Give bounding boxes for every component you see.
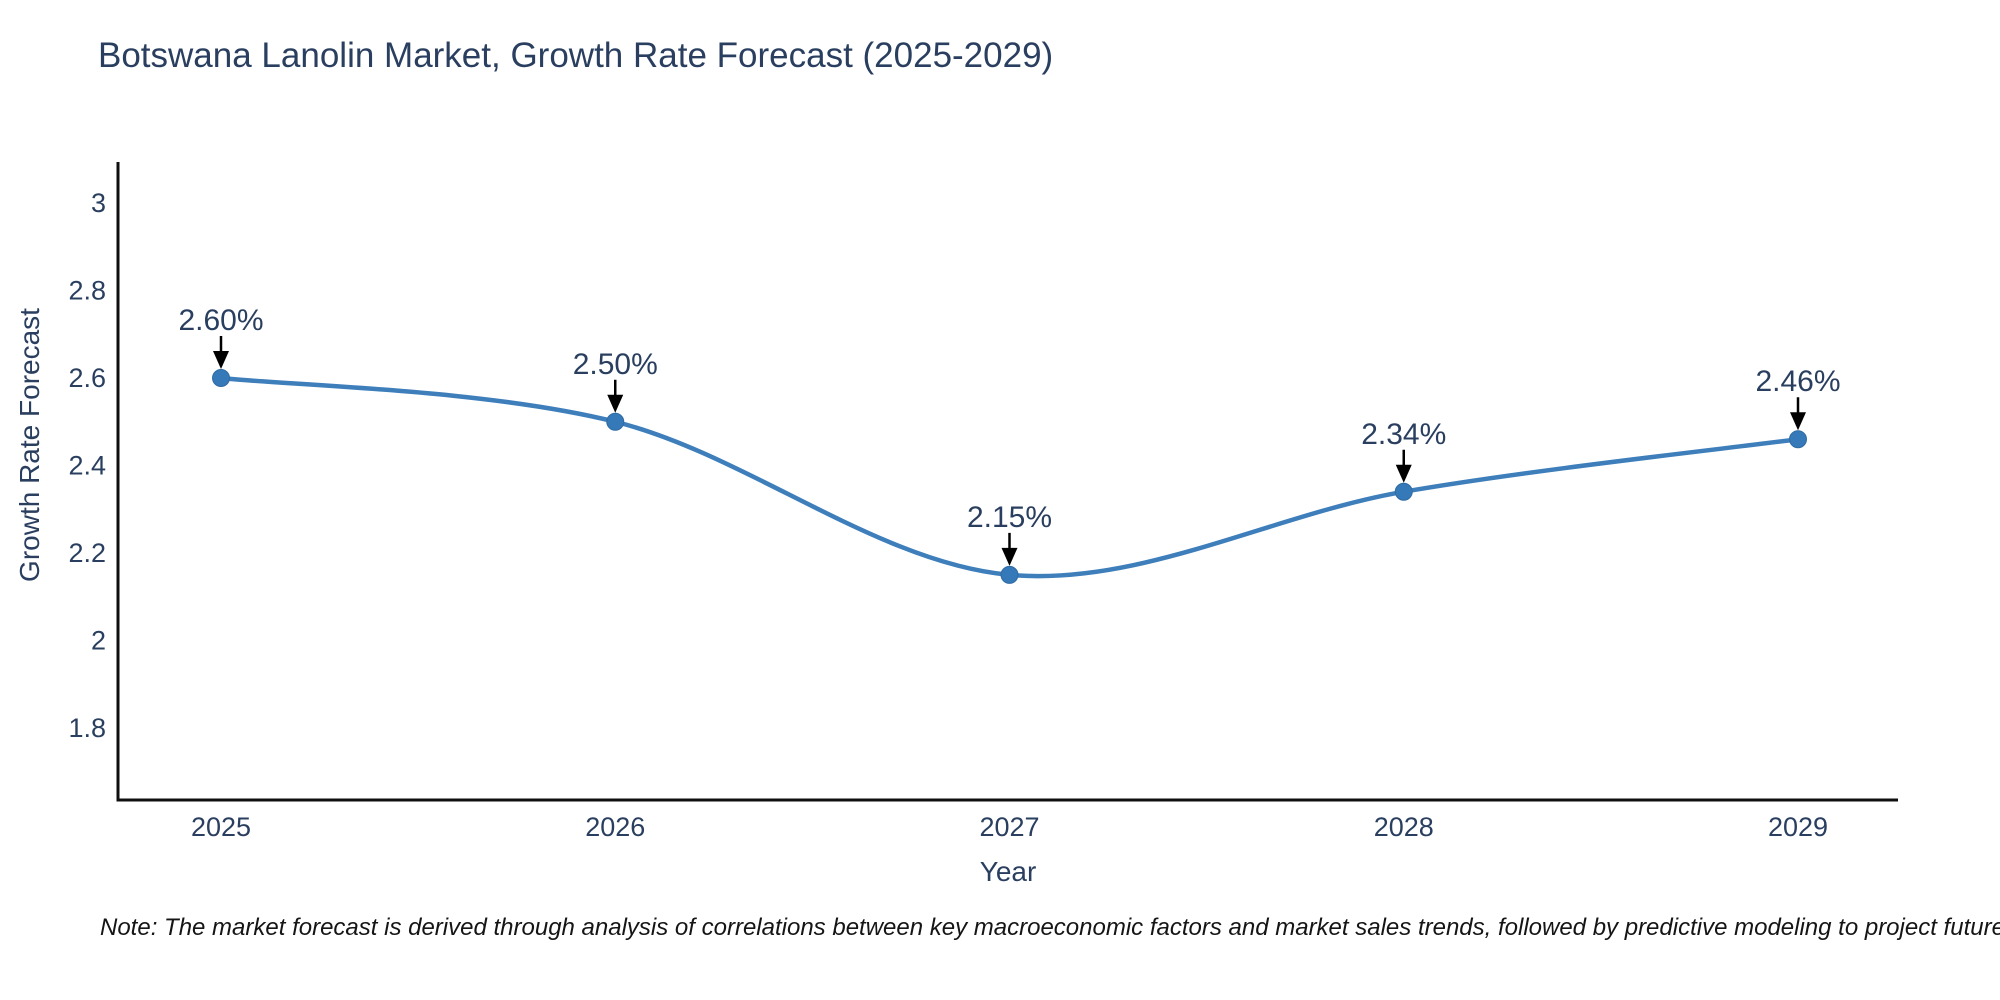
annotation-arrow-head xyxy=(1395,464,1412,483)
point-value-annotation: 2.60% xyxy=(178,304,264,337)
y-tick-label: 3 xyxy=(91,188,106,218)
annotation-arrows xyxy=(213,336,1806,566)
x-tick-label: 2026 xyxy=(585,812,645,842)
y-tick-label: 2 xyxy=(91,626,106,656)
y-tick-label: 2.8 xyxy=(68,276,106,306)
point-value-annotation: 2.50% xyxy=(572,347,658,381)
x-tick-label: 2028 xyxy=(1374,812,1434,842)
axes xyxy=(116,162,1898,802)
annotation-arrow-head xyxy=(607,394,624,413)
data-point-markers xyxy=(212,369,1807,584)
y-tick-label: 1.8 xyxy=(68,713,106,743)
footnote: Note: The market forecast is derived thr… xyxy=(100,914,2000,941)
data-point-marker[interactable] xyxy=(1394,482,1413,501)
y-axis-title: Growth Rate Forecast xyxy=(14,308,45,582)
annotation-arrow-head xyxy=(1001,547,1018,566)
point-value-annotation: 2.46% xyxy=(1755,365,1841,399)
y-tick-label: 2.6 xyxy=(68,363,106,393)
y-tick-label: 2.4 xyxy=(68,451,106,481)
point-value-annotation: 2.34% xyxy=(1361,417,1447,451)
point-value-annotation: 2.15% xyxy=(966,500,1053,534)
tick-labels: 1.8 2 2.2 2.4 2.6 2.8 3 2025 2026 2027 2028 2029 xyxy=(68,188,1828,842)
x-tick-label: 2029 xyxy=(1768,812,1828,842)
x-axis-title: Year xyxy=(979,856,1037,887)
data-point-marker[interactable] xyxy=(212,369,230,387)
data-point-marker[interactable] xyxy=(1789,430,1807,449)
x-tick-label: 2027 xyxy=(979,812,1039,842)
data-point-marker[interactable] xyxy=(1000,565,1019,584)
data-point-marker[interactable] xyxy=(606,412,625,431)
y-tick-label: 2.2 xyxy=(68,538,106,568)
annotation-arrow-head xyxy=(1790,412,1806,431)
chart-title: Botswana Lanolin Market, Growth Rate For… xyxy=(98,36,1054,75)
annotation-arrow-head xyxy=(213,351,229,369)
x-tick-label: 2025 xyxy=(191,812,251,842)
